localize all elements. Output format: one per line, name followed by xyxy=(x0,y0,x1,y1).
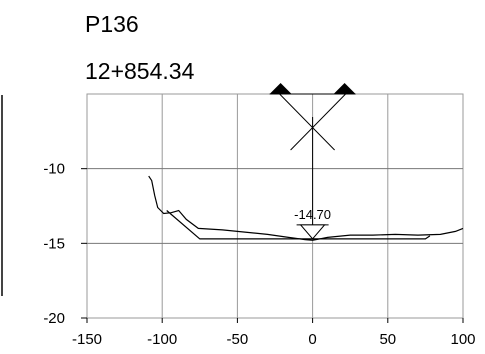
elevation-triangle xyxy=(299,224,326,240)
right-triangle-marker xyxy=(333,83,356,94)
x-tick-label: -150 xyxy=(72,331,102,348)
x-tick-label: 0 xyxy=(308,331,316,348)
plot-frame xyxy=(86,93,464,319)
y-tick-label: -10 xyxy=(43,161,65,178)
x-tick-label: -50 xyxy=(227,331,249,348)
cross-line-a xyxy=(279,93,335,151)
x-tick-label: 100 xyxy=(450,331,475,348)
existing-ground-line xyxy=(148,175,464,241)
x-tick-label: -100 xyxy=(147,331,177,348)
left-triangle-marker xyxy=(269,83,292,94)
cross-line-b xyxy=(290,93,346,151)
x-tick-label: 50 xyxy=(379,331,396,348)
elevation-label: -14.70 xyxy=(294,207,331,222)
chart-subtitle: 12+854.34 xyxy=(85,58,195,84)
y-tick-label: -20 xyxy=(43,310,65,327)
chart-title: P136 xyxy=(85,11,139,37)
y-tick-label: -15 xyxy=(43,235,65,252)
